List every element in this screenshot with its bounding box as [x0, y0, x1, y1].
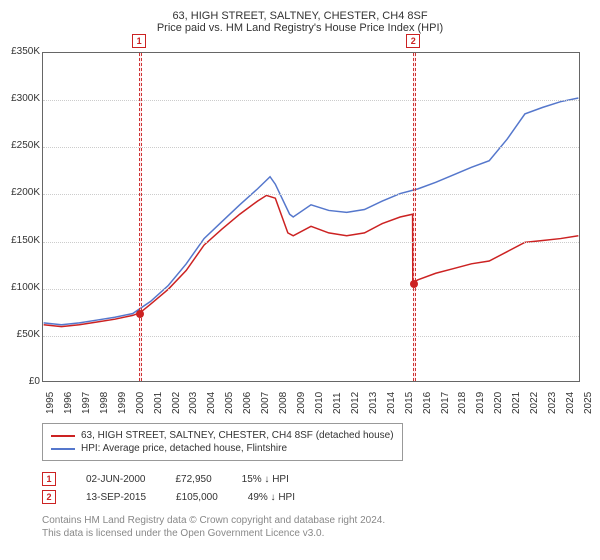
- x-tick-label: 2016: [422, 392, 433, 414]
- price-dot: [410, 280, 418, 288]
- x-tick-label: 2013: [368, 392, 379, 414]
- x-tick-label: 2003: [188, 392, 199, 414]
- x-tick-label: 2002: [171, 392, 182, 414]
- x-tick-label: 2001: [153, 392, 164, 414]
- x-tick-label: 1996: [63, 392, 74, 414]
- series-hpi: [44, 98, 579, 325]
- x-tick-label: 2025: [583, 392, 594, 414]
- marker-box: 2: [406, 34, 420, 48]
- event-marker-box: 1: [42, 472, 56, 486]
- event-date: 02-JUN-2000: [86, 474, 145, 485]
- x-tick-label: 2007: [260, 392, 271, 414]
- legend: 63, HIGH STREET, SALTNEY, CHESTER, CH4 8…: [42, 423, 403, 461]
- x-tick-label: 2021: [511, 392, 522, 414]
- event-delta: 15% ↓ HPI: [242, 474, 289, 485]
- y-tick-label: £200K: [4, 187, 40, 198]
- y-tick-label: £350K: [4, 46, 40, 57]
- x-tick-label: 1998: [99, 392, 110, 414]
- y-tick-label: £0: [4, 376, 40, 387]
- series-price_paid: [44, 195, 579, 326]
- x-tick-label: 2024: [565, 392, 576, 414]
- title-block: 63, HIGH STREET, SALTNEY, CHESTER, CH4 8…: [0, 0, 600, 38]
- x-tick-label: 1997: [81, 392, 92, 414]
- x-tick-label: 2011: [332, 392, 343, 414]
- legend-swatch: [51, 448, 75, 450]
- y-gridline: [43, 289, 579, 290]
- x-tick-label: 1995: [45, 392, 56, 414]
- marker-box: 1: [132, 34, 146, 48]
- x-tick-label: 2008: [278, 392, 289, 414]
- plot-area: [42, 52, 580, 382]
- event-price: £72,950: [175, 474, 211, 485]
- y-tick-label: £300K: [4, 93, 40, 104]
- chart-svg: [43, 53, 579, 381]
- event-band: [139, 53, 142, 381]
- legend-row: HPI: Average price, detached house, Flin…: [51, 443, 394, 454]
- x-tick-label: 2023: [547, 392, 558, 414]
- event-rows: 1 02-JUN-2000 £72,950 15% ↓ HPI 2 13-SEP…: [42, 468, 580, 508]
- legend-swatch: [51, 435, 75, 437]
- y-tick-label: £50K: [4, 329, 40, 340]
- event-delta: 49% ↓ HPI: [248, 492, 295, 503]
- x-tick-label: 2004: [206, 392, 217, 414]
- x-tick-label: 2015: [404, 392, 415, 414]
- x-tick-label: 2018: [457, 392, 468, 414]
- x-tick-label: 2006: [242, 392, 253, 414]
- y-tick-label: £150K: [4, 235, 40, 246]
- y-gridline: [43, 100, 579, 101]
- x-tick-label: 1999: [117, 392, 128, 414]
- legend-label: HPI: Average price, detached house, Flin…: [81, 443, 287, 454]
- legend-row: 63, HIGH STREET, SALTNEY, CHESTER, CH4 8…: [51, 430, 394, 441]
- x-tick-label: 2014: [386, 392, 397, 414]
- attribution: Contains HM Land Registry data © Crown c…: [42, 514, 385, 540]
- y-tick-label: £100K: [4, 282, 40, 293]
- x-tick-label: 2009: [296, 392, 307, 414]
- x-tick-label: 2012: [350, 392, 361, 414]
- y-gridline: [43, 242, 579, 243]
- y-gridline: [43, 336, 579, 337]
- x-tick-label: 2005: [224, 392, 235, 414]
- x-tick-label: 2019: [475, 392, 486, 414]
- attribution-line: Contains HM Land Registry data © Crown c…: [42, 514, 385, 527]
- event-band: [413, 53, 416, 381]
- chart-container: 63, HIGH STREET, SALTNEY, CHESTER, CH4 8…: [0, 0, 600, 560]
- event-date: 13-SEP-2015: [86, 492, 146, 503]
- attribution-line: This data is licensed under the Open Gov…: [42, 527, 385, 540]
- chart-title: 63, HIGH STREET, SALTNEY, CHESTER, CH4 8…: [0, 10, 600, 22]
- x-tick-label: 2022: [529, 392, 540, 414]
- x-tick-label: 2000: [135, 392, 146, 414]
- event-price: £105,000: [176, 492, 218, 503]
- x-tick-label: 2017: [440, 392, 451, 414]
- legend-label: 63, HIGH STREET, SALTNEY, CHESTER, CH4 8…: [81, 430, 394, 441]
- event-row: 1 02-JUN-2000 £72,950 15% ↓ HPI: [42, 472, 580, 486]
- y-tick-label: £250K: [4, 140, 40, 151]
- price-dot: [136, 310, 144, 318]
- event-marker-box: 2: [42, 490, 56, 504]
- event-row: 2 13-SEP-2015 £105,000 49% ↓ HPI: [42, 490, 580, 504]
- x-tick-label: 2020: [493, 392, 504, 414]
- y-gridline: [43, 147, 579, 148]
- y-gridline: [43, 194, 579, 195]
- chart-subtitle: Price paid vs. HM Land Registry's House …: [0, 22, 600, 34]
- x-tick-label: 2010: [314, 392, 325, 414]
